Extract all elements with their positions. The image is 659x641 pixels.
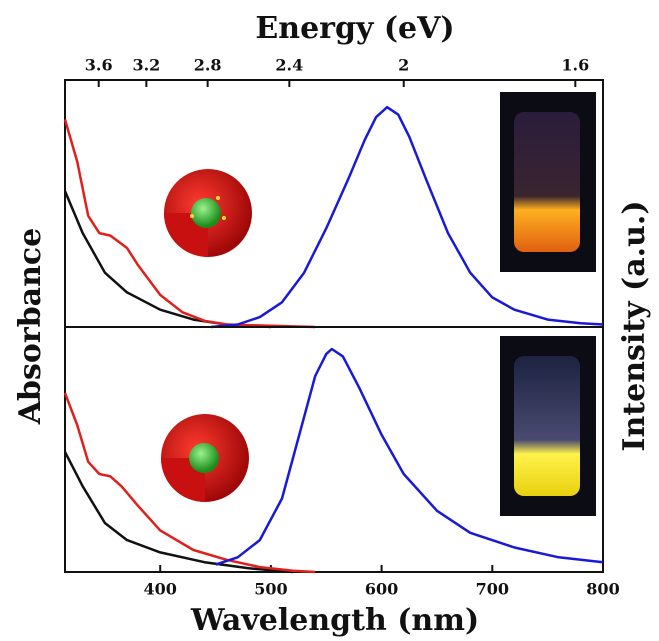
spectrum-line: [210, 105, 604, 329]
x2-tick-label: 2: [398, 56, 409, 75]
x-tick-label: 600: [365, 580, 398, 599]
spectrum-line: [63, 451, 294, 574]
inset-decor: [161, 92, 596, 516]
x2-tick-label: 2.8: [194, 56, 222, 75]
x-tick-label: 700: [476, 580, 509, 599]
y-label: Absorbance: [13, 228, 48, 426]
x2-label: Energy (eV): [255, 11, 454, 46]
x2-tick-label: 3.6: [85, 56, 113, 75]
x2-tick-label: 1.6: [561, 56, 589, 75]
x-tick-label: 800: [586, 580, 619, 599]
x-tick-label: 500: [254, 580, 287, 599]
spectrum-line: [63, 392, 316, 574]
x2-tick-label: 2.4: [275, 56, 303, 75]
x2-tick-label: 3.2: [132, 56, 160, 75]
y2-label: Intensity (a.u.): [617, 200, 652, 451]
spectrum-line: [215, 347, 604, 566]
x-label: Wavelength (nm): [190, 603, 479, 638]
x-tick-label: 400: [143, 580, 176, 599]
plot-frame: [64, 326, 604, 573]
